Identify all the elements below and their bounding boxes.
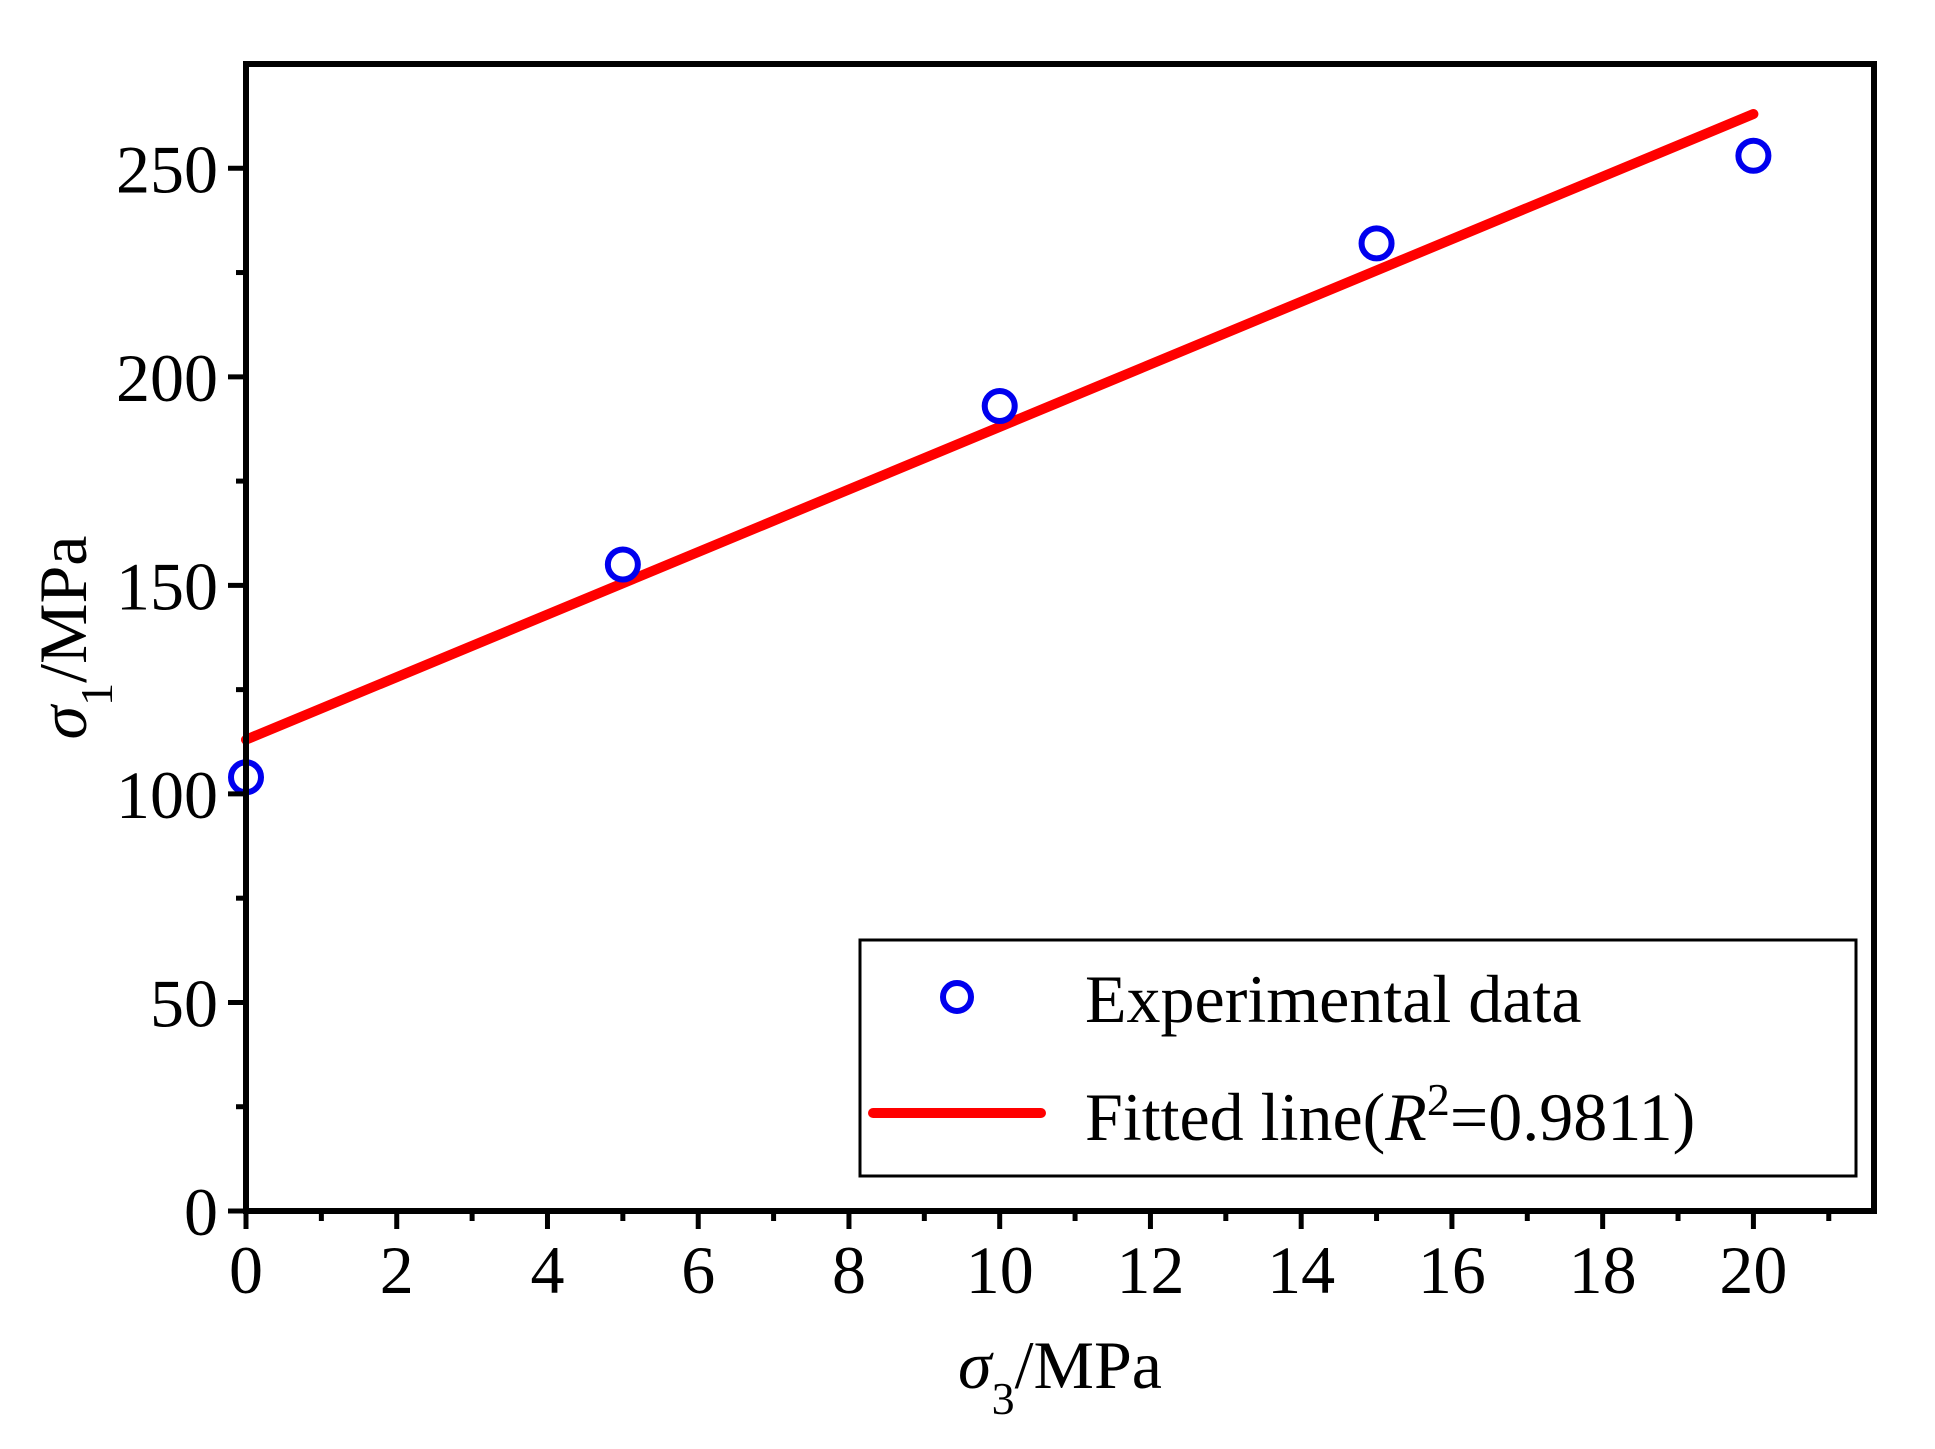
axis-title-symbol: σ bbox=[25, 703, 101, 739]
plot-frame bbox=[243, 61, 1877, 1214]
data-point bbox=[1735, 137, 1772, 174]
x-tick-label: 14 bbox=[1267, 1232, 1335, 1308]
x-tick-label: 10 bbox=[966, 1232, 1034, 1308]
legend-marker-scatter bbox=[940, 980, 974, 1014]
axis-title-subscript: 1 bbox=[71, 683, 122, 706]
x-tick-label: 6 bbox=[681, 1232, 715, 1308]
x-tick-label: 4 bbox=[530, 1232, 564, 1308]
legend-label-experimental: Experimental data bbox=[1085, 961, 1582, 1037]
y-tick-label: 100 bbox=[116, 757, 218, 833]
x-tick-label: 12 bbox=[1116, 1232, 1184, 1308]
y-tick-label: 200 bbox=[116, 340, 218, 416]
legend-label-superscript: 2 bbox=[1427, 1074, 1450, 1125]
x-tick-label: 16 bbox=[1418, 1232, 1486, 1308]
legend-box bbox=[858, 938, 1858, 1178]
data-point bbox=[981, 388, 1018, 425]
data-point bbox=[1358, 225, 1395, 262]
x-axis-title: σ3/MPa bbox=[958, 1327, 1162, 1424]
x-tick-label: 0 bbox=[229, 1232, 263, 1308]
y-tick-label: 250 bbox=[116, 131, 218, 207]
axis-title-unit: /MPa bbox=[25, 536, 101, 683]
axis-title-subscript: 3 bbox=[992, 1373, 1015, 1424]
y-tick-label: 50 bbox=[150, 965, 218, 1041]
x-tick-label: 18 bbox=[1569, 1232, 1637, 1308]
data-point bbox=[604, 546, 641, 583]
legend-label-suffix: =0.9811) bbox=[1450, 1079, 1695, 1155]
x-tick-label: 2 bbox=[380, 1232, 414, 1308]
legend: Experimental data Fitted line(R2=0.9811) bbox=[858, 938, 1858, 1178]
y-tick-label: 0 bbox=[184, 1174, 218, 1250]
y-axis-title: σ1/MPa bbox=[25, 536, 122, 740]
legend-label-fitted: Fitted line(R2=0.9811) bbox=[1085, 1074, 1695, 1156]
x-tick-label: 20 bbox=[1719, 1232, 1787, 1308]
y-tick-label: 150 bbox=[116, 548, 218, 624]
x-tick-label: 8 bbox=[832, 1232, 866, 1308]
axis-title-unit: /MPa bbox=[1015, 1327, 1162, 1403]
legend-label-r: R bbox=[1384, 1079, 1427, 1155]
legend-label-prefix: Fitted line( bbox=[1085, 1079, 1385, 1155]
axis-title-symbol: σ bbox=[958, 1327, 994, 1403]
fitted-line bbox=[241, 109, 1759, 745]
